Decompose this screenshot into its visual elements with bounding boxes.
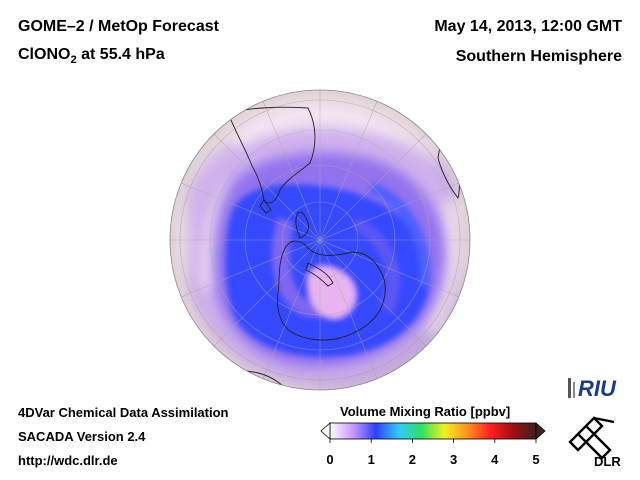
dlr-logo-mark <box>577 425 612 460</box>
colorbar-tick-label: 0 <box>326 452 333 467</box>
colorbar-max-arrow <box>535 422 546 440</box>
forecast-date: May 14, 2013, 12:00 GMT <box>434 18 622 35</box>
dlr-logo: DLR <box>568 416 621 468</box>
riu-logo-bar <box>568 378 571 398</box>
riu-logo-bar <box>573 382 575 398</box>
dlr-logo-text: DLR <box>594 454 621 468</box>
colorbar-title: Volume Mixing Ratio [ppbv] <box>340 404 511 419</box>
globe-map <box>169 89 471 391</box>
footer-line-2: SACADA Version 2.4 <box>18 429 146 444</box>
colorbar-tick-label: 3 <box>450 452 457 467</box>
species-name: ClONO <box>18 46 71 63</box>
title-line-2: ClONO2 at 55.4 hPa <box>18 46 165 66</box>
colorbar-tick-label: 4 <box>491 452 499 467</box>
footer-url: http://wdc.dlr.de <box>18 453 118 468</box>
globe-limb-shading <box>170 90 470 390</box>
colorbar-tick-label: 1 <box>368 452 375 467</box>
colorbar: 0 1 2 3 4 5 <box>320 422 546 467</box>
footer-line-1: 4DVar Chemical Data Assimilation <box>18 405 229 420</box>
riu-logo-text: RIU <box>578 376 617 401</box>
title-line-1: GOME–2 / MetOp Forecast <box>18 18 219 35</box>
riu-logo: RIU <box>568 376 617 401</box>
hemisphere-label: Southern Hemisphere <box>455 48 622 65</box>
dlr-logo-mark <box>593 416 615 424</box>
colorbar-tick-label: 5 <box>532 452 539 467</box>
globe-outline <box>169 89 471 391</box>
species-subscript: 2 <box>70 54 77 67</box>
colorbar-tick-label: 2 <box>409 452 416 467</box>
colorbar-gradient <box>329 422 537 440</box>
dlr-logo-mark <box>568 416 604 452</box>
colorbar-min-arrow <box>320 422 331 440</box>
pressure-level: at 55.4 hPa <box>76 46 165 63</box>
